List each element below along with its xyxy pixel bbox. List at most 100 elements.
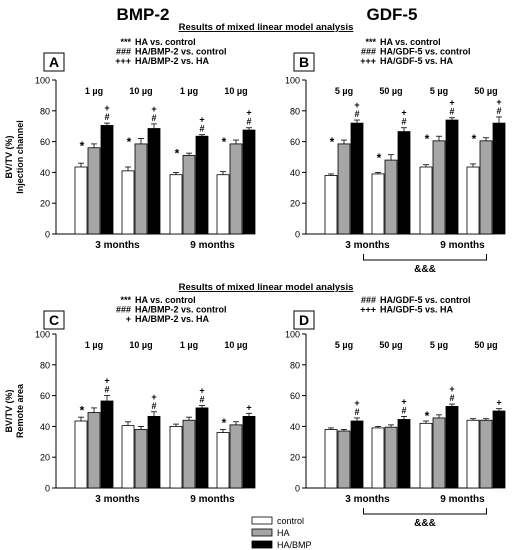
stats-legend-symbol: *** <box>120 295 131 305</box>
sig-mark: * <box>127 135 132 149</box>
bar-ha <box>432 140 446 235</box>
bar-ha-bmp <box>350 122 364 235</box>
sig-mark: # <box>401 405 406 415</box>
panel-letter: B <box>299 54 309 70</box>
y-tick-label: 60 <box>290 137 300 147</box>
y-tick-label: 0 <box>295 230 300 240</box>
sig-mark: # <box>449 107 454 117</box>
dose-label: 1 µg <box>85 340 103 350</box>
stats-legend-text: HA/GDF-5 vs. HA <box>380 305 454 315</box>
legend-label-ha: HA <box>277 528 290 538</box>
sig-mark: * <box>222 416 227 430</box>
stats-legend-text: HA vs. control <box>135 37 196 47</box>
legend-swatch-ha <box>251 528 273 537</box>
dose-label: 5 µg <box>430 340 448 350</box>
y-tick-label: 80 <box>290 360 300 370</box>
bar-ha-bmp <box>100 125 114 235</box>
bar-control <box>466 419 480 489</box>
comparison-bracket <box>363 254 487 261</box>
column-title-gdf5: GDF-5 <box>367 5 418 24</box>
sig-mark: # <box>401 117 406 127</box>
sig-mark: # <box>449 393 454 403</box>
sig-mark: + <box>246 402 251 412</box>
y-tick-label: 40 <box>290 422 300 432</box>
sig-mark: * <box>330 135 335 149</box>
section-title-bottom: Results of mixed linear model analysis <box>179 282 354 293</box>
sig-mark: * <box>425 409 430 423</box>
sig-mark: * <box>377 151 382 165</box>
bar-ha <box>229 424 243 489</box>
time-label: 9 months <box>440 494 485 505</box>
bar-control <box>74 166 88 235</box>
y-tick-label: 80 <box>40 106 50 116</box>
bar-ha-bmp <box>195 407 209 489</box>
dose-label: 10 µg <box>224 86 247 96</box>
bar-ha <box>384 159 398 235</box>
dose-label: 50 µg <box>379 340 402 350</box>
sig-mark: # <box>151 113 156 123</box>
bracket-label: &&& <box>414 518 436 529</box>
stats-legend-symbol: +++ <box>360 305 376 315</box>
bar-control <box>169 174 183 235</box>
y-tick-label: 0 <box>295 484 300 494</box>
sig-mark: + <box>401 108 406 118</box>
dose-label: 50 µg <box>474 86 497 96</box>
panel-letter-box <box>293 310 315 330</box>
sig-mark: # <box>199 124 204 134</box>
sig-mark: + <box>104 376 109 386</box>
y-tick-label: 20 <box>290 453 300 463</box>
bar-ha-bmp <box>147 128 161 235</box>
y-tick-label: 60 <box>40 137 50 147</box>
y-tick-label: 60 <box>40 391 50 401</box>
sig-mark: + <box>151 104 156 114</box>
bar-ha-bmp <box>492 410 506 489</box>
color-legend: control HA HA/BMP <box>251 516 312 550</box>
bar-ha <box>229 143 243 235</box>
bar-control <box>169 425 183 489</box>
sig-mark: # <box>496 106 501 116</box>
time-label: 9 months <box>190 240 235 251</box>
dose-label: 5 µg <box>430 86 448 96</box>
sig-mark: + <box>354 100 359 110</box>
bar-ha-bmp <box>397 131 411 235</box>
sig-mark: * <box>80 404 85 418</box>
sig-mark: + <box>199 115 204 125</box>
time-label: 3 months <box>345 494 390 505</box>
bar-ha <box>182 155 196 235</box>
stats-legend-text: HA/BMP-2 vs. HA <box>135 56 210 66</box>
dose-label: 10 µg <box>129 340 152 350</box>
legend-label-control: control <box>277 516 304 526</box>
bar-control <box>419 166 433 235</box>
bar-control <box>216 174 230 235</box>
bar-ha-bmp <box>242 415 256 489</box>
legend-label-habmp: HA/BMP <box>277 540 312 550</box>
y-tick-label: 80 <box>40 360 50 370</box>
y-axis-label: BV/TV (%) <box>4 389 14 432</box>
bar-ha <box>337 143 351 235</box>
dose-label: 1 µg <box>180 86 198 96</box>
bar-ha-bmp <box>492 122 506 235</box>
bar-ha <box>337 430 351 489</box>
sig-mark: + <box>104 103 109 113</box>
sig-mark: * <box>472 132 477 146</box>
sig-mark: + <box>449 384 454 394</box>
panel-letter-box <box>43 52 65 72</box>
bar-control <box>466 166 480 235</box>
stats-legend-text: HA/BMP-2 vs. control <box>135 47 227 57</box>
dose-label: 10 µg <box>129 86 152 96</box>
y-tick-label: 100 <box>285 330 300 340</box>
time-label: 9 months <box>190 494 235 505</box>
y-tick-label: 20 <box>40 453 50 463</box>
stats-legend-text: HA vs. control <box>135 295 196 305</box>
bar-ha <box>384 426 398 489</box>
bar-ha-bmp <box>242 129 256 235</box>
bar-ha <box>134 143 148 235</box>
sig-mark: + <box>496 398 501 408</box>
sig-mark: # <box>246 117 251 127</box>
stats-legend-symbol: *** <box>365 37 376 47</box>
stats-legend-text: HA/GDF-5 vs. HA <box>380 56 454 66</box>
sig-mark: # <box>151 401 156 411</box>
time-label: 3 months <box>95 240 140 251</box>
